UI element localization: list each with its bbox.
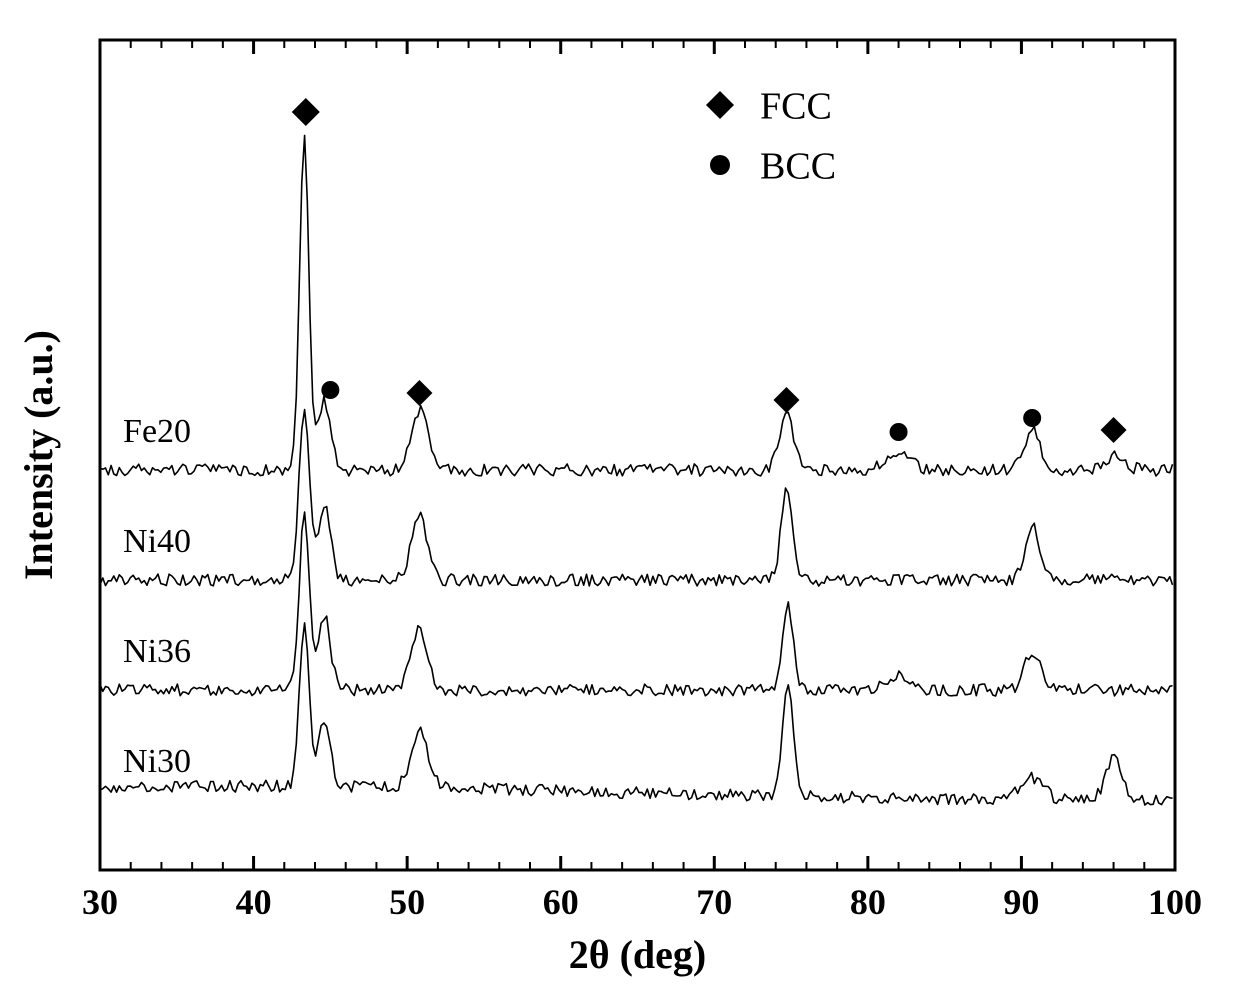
diamond-marker	[406, 380, 432, 406]
series-Fe20	[100, 135, 1173, 476]
peak-markers	[292, 98, 1127, 443]
series-Ni30	[100, 623, 1173, 805]
x-tick-label: 90	[1003, 882, 1039, 922]
series-label-Fe20: Fe20	[123, 413, 191, 450]
plot-border	[100, 40, 1175, 870]
diamond-marker	[773, 387, 799, 413]
diamond-marker	[292, 98, 320, 126]
legend-diamond-icon	[706, 91, 734, 119]
x-tick-label: 30	[82, 882, 118, 922]
x-tick-label: 50	[389, 882, 425, 922]
series-group: Ni30 Ni36 Ni40 Fe20	[100, 135, 1173, 805]
legend-label-fcc: FCC	[760, 85, 832, 127]
series-label-Ni40: Ni40	[123, 523, 191, 560]
x-axis-label: 2θ (deg)	[569, 932, 707, 977]
legend: FCC BCC	[706, 85, 836, 187]
series-Ni40	[100, 410, 1173, 586]
x-tick-label: 80	[850, 882, 886, 922]
x-tick-label: 60	[543, 882, 579, 922]
circle-marker	[890, 423, 908, 441]
x-tick-label: 100	[1148, 882, 1202, 922]
circle-marker	[1023, 409, 1041, 427]
y-axis-label: Intensity (a.u.)	[16, 330, 61, 580]
series-label-Ni36: Ni36	[123, 633, 191, 670]
x-tick-label: 40	[236, 882, 272, 922]
legend-circle-icon	[710, 155, 730, 175]
series-Ni36	[100, 512, 1173, 696]
circle-marker	[321, 381, 339, 399]
diamond-marker	[1101, 417, 1127, 443]
legend-label-bcc: BCC	[760, 145, 836, 187]
series-label-Ni30: Ni30	[123, 743, 191, 780]
x-tick-label: 70	[696, 882, 732, 922]
xrd-chart: 30 40 50 60 70 80 90 100 2θ (deg) Intensity (a.u.…	[0, 0, 1239, 985]
